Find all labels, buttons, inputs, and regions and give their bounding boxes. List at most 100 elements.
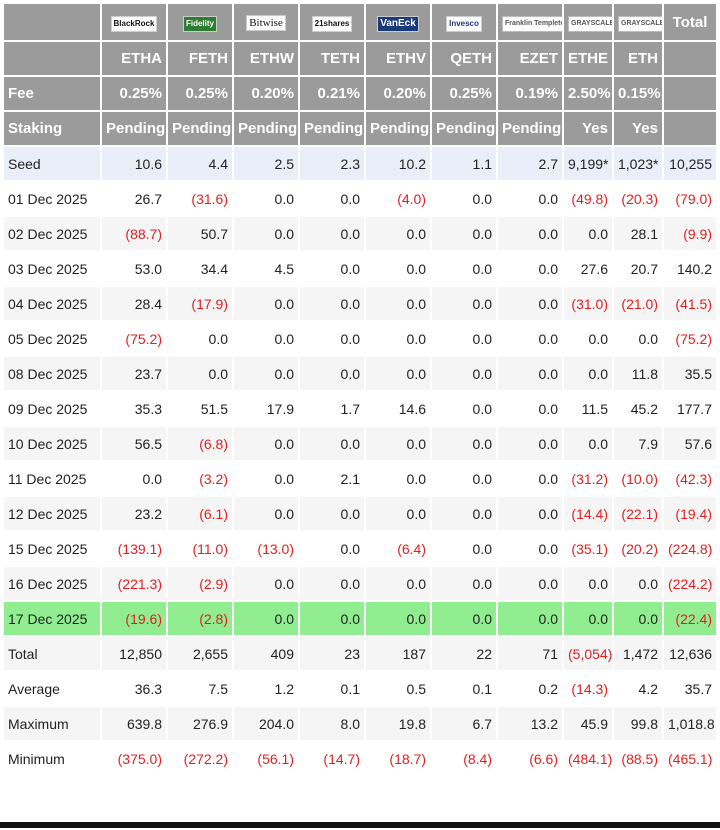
flow-cell: (31.6) [191, 190, 228, 207]
flow-cell: (2.9) [168, 567, 232, 600]
row-label: 15 Dec 2025 [8, 540, 88, 557]
flow-cell: 0.0 [614, 567, 662, 600]
brand-logo-invesco: Invesco [432, 4, 496, 40]
flow-cell: 0.0 [432, 357, 496, 390]
row-total-cell: (22.4) [664, 602, 716, 635]
row-label: Maximum [4, 707, 100, 740]
brand-logo-franklin-templeton: Franklin Templeton [498, 4, 562, 40]
flow-cell: 6.7 [432, 707, 496, 740]
staking-value: Pending [234, 112, 298, 145]
flow-cell: (35.1) [571, 540, 608, 557]
flow-cell: 0.0 [564, 567, 612, 600]
row-total-cell: 35.5 [664, 357, 716, 390]
flow-cell: 0.0 [538, 260, 558, 277]
flow-cell: 0.0 [300, 217, 364, 250]
eth-etf-flows-table: BlackRock Fidelity Bitwise 21shares VanE… [2, 2, 718, 777]
row-label: 03 Dec 2025 [8, 260, 88, 277]
fee-value: 2.50% [564, 77, 612, 110]
ticker-teth: TETH [300, 42, 364, 75]
flow-cell: 0.0 [538, 400, 558, 417]
table-row: 15 Dec 2025 (139.1) (11.0) (13.0) 0.0 (6.4) 0.… [4, 532, 716, 565]
table-row: 01 Dec 2025 26.7 (31.6) 0.0 0.0 (4.0) 0.0 0.0 (4… [4, 182, 716, 215]
row-total-cell: 12,636 [664, 637, 716, 670]
flow-cell: (22.1) [614, 497, 662, 530]
ticker-feth: FETH [168, 42, 232, 75]
table-row: 16 Dec 2025 (221.3) (2.9) 0.0 0.0 0.0 0.0 0.0 0.… [4, 567, 716, 600]
flow-cell: 0.0 [564, 602, 612, 635]
flow-cell: 4.4 [168, 147, 232, 180]
row-total-cell: 177.7 [676, 400, 712, 417]
table-row: Maximum 639.8 276.9 204.0 8.0 19.8 6.7 13.2 45.9… [4, 707, 716, 740]
flow-cell: 639.8 [102, 707, 166, 740]
row-total-cell: (79.0) [675, 190, 712, 207]
staking-value: Pending [300, 112, 364, 145]
fee-label: Fee [4, 77, 100, 110]
flow-cell: 12,850 [102, 637, 166, 670]
flow-cell: 0.0 [234, 497, 298, 530]
flow-cell: 0.0 [366, 287, 430, 320]
flow-cell: (5,054) [564, 637, 612, 670]
flow-cell: 20.7 [630, 260, 658, 277]
flow-cell: (14.7) [323, 750, 360, 767]
row-label: 12 Dec 2025 [4, 497, 100, 530]
flow-cell: 0.0 [366, 567, 430, 600]
flow-cell: (20.3) [621, 190, 658, 207]
flow-cell: 7.5 [208, 680, 228, 697]
flow-cell: 50.7 [168, 217, 232, 250]
staking-value: Pending [498, 112, 562, 145]
ticker-ethw: ETHW [234, 42, 298, 75]
table-row: 02 Dec 2025 (88.7) 50.7 0.0 0.0 0.0 0.0 0.0 0.0 2… [4, 217, 716, 250]
brand-logo-grayscale-eth: GRAYSCALE [614, 4, 662, 40]
fee-value: 0.25% [102, 77, 166, 110]
flow-cell: 0.0 [340, 260, 360, 277]
flow-cell: 0.0 [432, 602, 496, 635]
flow-cell: 56.5 [102, 427, 166, 460]
flow-cell: 0.0 [300, 497, 364, 530]
flow-cell: 22 [432, 637, 496, 670]
flow-cell: (21.0) [614, 287, 662, 320]
staking-total-blank [664, 112, 716, 145]
flow-cell: (31.0) [564, 287, 612, 320]
flow-cell: 9,199* [564, 147, 612, 180]
row-label: Total [4, 637, 100, 670]
flow-cell: 0.0 [234, 217, 298, 250]
row-total-cell: (465.1) [668, 750, 713, 767]
flow-cell: 2.7 [498, 147, 562, 180]
flow-cell: 0.0 [638, 330, 658, 347]
table-row: 09 Dec 2025 35.3 51.5 17.9 1.7 14.6 0.0 0.0 11.5… [4, 392, 716, 425]
flow-cell: (19.6) [102, 602, 166, 635]
flow-cell: 45.2 [630, 400, 658, 417]
flow-cell: 0.0 [406, 470, 426, 487]
total-header: Total [664, 4, 716, 40]
row-label: 17 Dec 2025 [4, 602, 100, 635]
table-body: BlackRock Fidelity Bitwise 21shares VanE… [4, 4, 716, 775]
fee-value: 0.20% [234, 77, 298, 110]
flow-cell: 71 [498, 637, 562, 670]
logo-row: BlackRock Fidelity Bitwise 21shares VanE… [4, 4, 716, 40]
flow-cell: 0.0 [300, 287, 364, 320]
flow-cell: (11.0) [192, 540, 228, 557]
flow-cell: 0.0 [234, 287, 298, 320]
flow-cell: 35.3 [134, 400, 162, 417]
row-label: 02 Dec 2025 [4, 217, 100, 250]
flow-cell: 0.0 [472, 400, 492, 417]
ticker-etha: ETHA [102, 42, 166, 75]
flow-cell: (10.0) [621, 470, 658, 487]
row-label: 09 Dec 2025 [8, 400, 88, 417]
flow-cell: 26.7 [134, 190, 162, 207]
fee-total-blank [664, 77, 716, 110]
fee-value: 0.19% [498, 77, 562, 110]
flow-cell: 0.0 [564, 357, 612, 390]
flow-cell: 0.0 [300, 427, 364, 460]
flow-cell: 0.1 [340, 680, 360, 697]
flow-cell: 0.0 [614, 602, 662, 635]
row-total-cell: (75.2) [675, 330, 712, 347]
bottom-edge-bar [0, 822, 720, 828]
flow-cell: (221.3) [102, 567, 166, 600]
staking-row: Staking Pending Pending Pending Pending … [4, 112, 716, 145]
flow-cell: 0.0 [234, 602, 298, 635]
flow-cell: 28.4 [102, 287, 166, 320]
flow-cell: 0.0 [538, 470, 558, 487]
flow-cell: (272.2) [183, 750, 228, 767]
flow-cell: (6.1) [168, 497, 232, 530]
